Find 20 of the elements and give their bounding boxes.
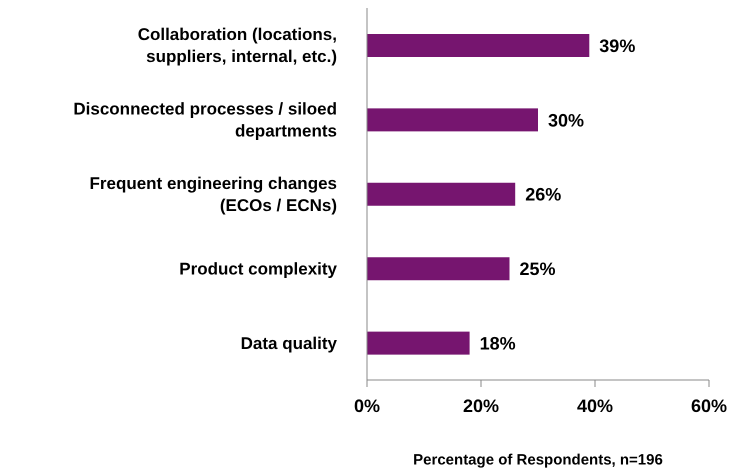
x-axis-title: Percentage of Respondents, n=196 — [413, 452, 663, 469]
data-label: 25% — [520, 259, 556, 280]
x-tick-label: 40% — [576, 396, 614, 416]
x-tick-label: 20% — [462, 396, 500, 416]
bar — [367, 182, 516, 206]
data-label: 18% — [480, 333, 516, 354]
data-label: 26% — [525, 184, 562, 205]
y-tick-label: Product complexity — [179, 258, 338, 278]
bar — [367, 257, 510, 280]
bar — [367, 108, 538, 132]
y-tick-label: Frequent engineering changes (ECOs / ECNs) — [90, 174, 337, 214]
y-tick-label: Disconnected processes / siloed departments — [73, 99, 337, 140]
x-tick-label: 0% — [354, 396, 380, 416]
bar — [367, 34, 590, 57]
y-tick-label: Data quality — [240, 333, 338, 352]
x-tick-label: 60% — [690, 396, 728, 416]
data-label: 30% — [548, 110, 584, 130]
data-label: 39% — [599, 36, 636, 56]
bar — [367, 332, 470, 355]
y-tick-label: Collaboration (locations, suppliers, internal, etc.) — [138, 24, 337, 66]
